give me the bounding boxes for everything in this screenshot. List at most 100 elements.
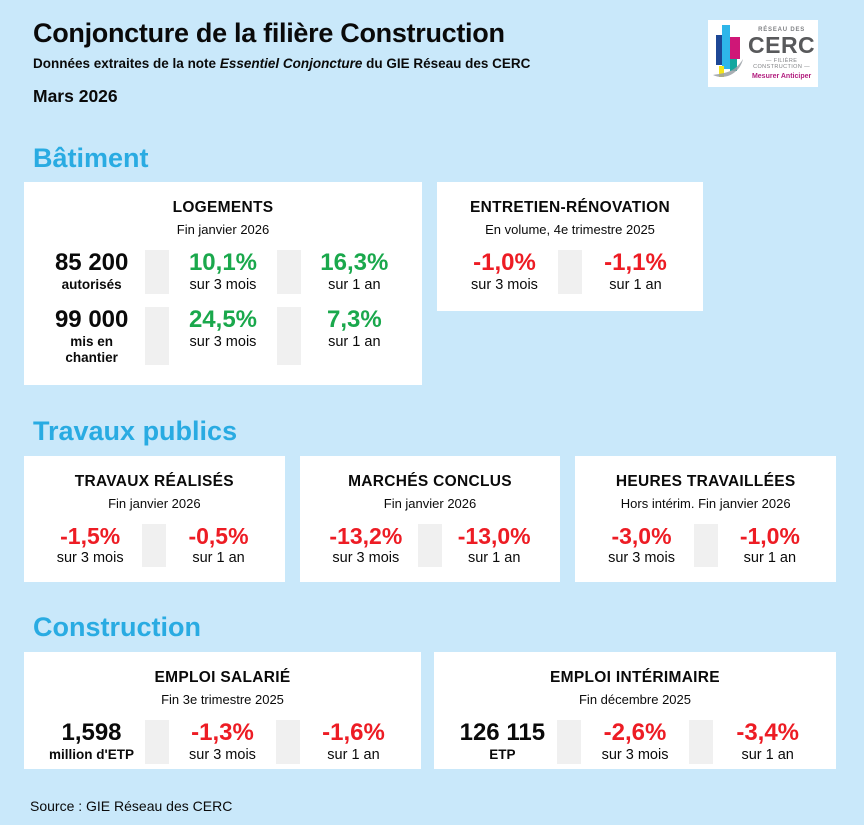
stat-3mois: 24,5% sur 3 mois: [169, 307, 276, 365]
stat-1an: -1,6% sur 1 an: [300, 720, 407, 764]
separator: [145, 306, 170, 366]
stat-value: 16,3%: [320, 249, 389, 276]
stat-value: -13,2%: [329, 523, 403, 549]
card-subtitle: Fin janvier 2026: [176, 222, 270, 237]
stat-label: sur 1 an: [328, 334, 381, 351]
card-travaux-realises: TRAVAUX RÉALISÉS Fin janvier 2026 -1,5% …: [24, 456, 285, 582]
subtitle-prefix: Données extraites de la note: [33, 56, 220, 71]
separator: [145, 250, 170, 294]
stat-label: sur 1 an: [192, 550, 245, 567]
stat-label: sur 1 an: [741, 747, 794, 764]
stat-value: -1,6%: [322, 719, 385, 746]
stat-label: sur 1 an: [328, 277, 381, 294]
section-heading-construction: Construction: [33, 612, 201, 642]
card-subtitle: Fin janvier 2026: [383, 496, 477, 511]
stat-label: sur 3 mois: [189, 334, 257, 351]
stat-label: sur 3 mois: [189, 277, 257, 294]
header: Conjoncture de la filière Construction D…: [0, 0, 864, 107]
page-subtitle: Données extraites de la note Essentiel C…: [33, 56, 864, 71]
stat-value: 126 115: [459, 719, 546, 746]
stat-3mois: -1,5% sur 3 mois: [38, 524, 142, 567]
stat-value: 7,3%: [326, 305, 382, 333]
stat-label: sur 3 mois: [608, 550, 675, 567]
card-title: LOGEMENTS: [172, 199, 274, 216]
stat-value: 24,5%: [188, 305, 258, 333]
stat-value: -2,6%: [603, 719, 667, 746]
card-subtitle: Fin 3e trimestre 2025: [161, 692, 284, 707]
separator: [145, 720, 169, 764]
stats-row: -1,0% sur 3 mois -1,1% sur 1 an: [437, 250, 703, 294]
stat-1an: -1,1% sur 1 an: [582, 250, 689, 294]
separator: [276, 306, 301, 366]
subtitle-suffix: du GIE Réseau des CERC: [362, 56, 531, 71]
stat-value: -13,0%: [457, 523, 531, 549]
stat-1an: -13,0% sur 1 an: [442, 524, 546, 567]
stat-etp: 126 115 ETP: [448, 720, 557, 764]
stat-value: 1,598: [61, 719, 122, 746]
separator: [276, 720, 300, 764]
stat-label: sur 3 mois: [189, 747, 256, 764]
stat-1an: 16,3% sur 1 an: [301, 250, 408, 294]
stat-value: -1,0%: [739, 523, 800, 549]
stat-value: -1,3%: [191, 719, 254, 746]
stat-label: autorisés: [61, 277, 122, 293]
separator: [418, 524, 443, 567]
source-note: Source : GIE Réseau des CERC: [30, 798, 233, 814]
section-heading-batiment: Bâtiment: [33, 143, 149, 173]
card-marches-conclus: MARCHÉS CONCLUS Fin janvier 2026 -13,2% …: [299, 456, 561, 582]
stat-label: sur 1 an: [467, 550, 521, 567]
stat-3mois: 10,1% sur 3 mois: [169, 250, 276, 294]
subtitle-note-name: Essentiel Conjoncture: [219, 56, 363, 71]
stat-1an: -3,4% sur 1 an: [713, 720, 822, 764]
logo-cerc-text: CERC: [748, 32, 816, 58]
stat-value: -3,4%: [736, 719, 800, 746]
stats-row: 85 200 autorisés 10,1% sur 3 mois 16,3% …: [24, 250, 422, 294]
stat-value: -1,5%: [60, 523, 121, 549]
card-entretien-renovation: ENTRETIEN-RÉNOVATION En volume, 4e trime…: [437, 182, 703, 311]
stat-label: mis en chantier: [65, 334, 118, 365]
stat-value: -1,1%: [604, 249, 667, 276]
card-heures-travaillees: HEURES TRAVAILLÉES Hors intérim. Fin jan…: [575, 456, 837, 582]
stat-3mois: -1,0% sur 3 mois: [451, 250, 558, 294]
stat-1an: 7,3% sur 1 an: [301, 307, 408, 365]
card-title: EMPLOI SALARIÉ: [154, 669, 291, 686]
stat-label: sur 3 mois: [471, 277, 538, 294]
stats-row: -1,5% sur 3 mois -0,5% sur 1 an: [24, 524, 285, 567]
batiment-cards-row: LOGEMENTS Fin janvier 2026 85 200 autori…: [24, 182, 836, 385]
stat-value: -3,0%: [611, 523, 672, 549]
stat-autorises: 85 200 autorisés: [38, 250, 145, 294]
stats-row: 99 000 mis en chantier 24,5% sur 3 mois …: [24, 306, 422, 366]
card-subtitle: Fin janvier 2026: [108, 496, 201, 511]
card-title: ENTRETIEN-RÉNOVATION: [469, 199, 671, 216]
logo-slogan-text: Mesurer Anticiper: [751, 73, 812, 80]
stat-1an: -1,0% sur 1 an: [718, 524, 822, 567]
stat-value: -1,0%: [473, 249, 536, 276]
publication-date: Mars 2026: [33, 86, 118, 106]
stat-label: sur 3 mois: [332, 550, 400, 567]
stat-value: 99 000: [54, 305, 129, 333]
stat-1an: -0,5% sur 1 an: [166, 524, 270, 567]
stat-mis-en-chantier: 99 000 mis en chantier: [38, 307, 145, 365]
card-subtitle: Hors intérim. Fin janvier 2026: [620, 496, 791, 511]
stat-3mois: -3,0% sur 3 mois: [589, 524, 693, 567]
cerc-logo: RÉSEAU DES CERC — FILIÈRE CONSTRUCTION —…: [708, 20, 818, 87]
logo-reseau-text: RÉSEAU DES: [758, 27, 806, 33]
stat-label: sur 3 mois: [56, 550, 124, 567]
stats-row: 126 115 ETP -2,6% sur 3 mois -3,4% sur 1…: [434, 720, 836, 764]
card-emploi-salarie: EMPLOI SALARIÉ Fin 3e trimestre 2025 1,5…: [24, 652, 421, 769]
stat-etp: 1,598 million d'ETP: [38, 720, 145, 764]
stat-3mois: -2,6% sur 3 mois: [581, 720, 690, 764]
separator: [693, 524, 718, 567]
stat-3mois: -13,2% sur 3 mois: [314, 524, 418, 567]
card-title: EMPLOI INTÉRIMAIRE: [550, 669, 720, 686]
logo-filiere-text: — FILIÈRE CONSTRUCTION —: [753, 58, 811, 70]
card-title: TRAVAUX RÉALISÉS: [74, 473, 234, 490]
stat-label: sur 1 an: [743, 550, 797, 567]
card-subtitle: Fin décembre 2025: [578, 692, 691, 707]
card-title: HEURES TRAVAILLÉES: [615, 473, 796, 490]
stats-row: -13,2% sur 3 mois -13,0% sur 1 an: [300, 524, 561, 567]
section-heading-travaux-publics: Travaux publics: [33, 416, 238, 446]
separator: [556, 720, 581, 764]
cerc-logo-mark-icon: [713, 23, 745, 85]
